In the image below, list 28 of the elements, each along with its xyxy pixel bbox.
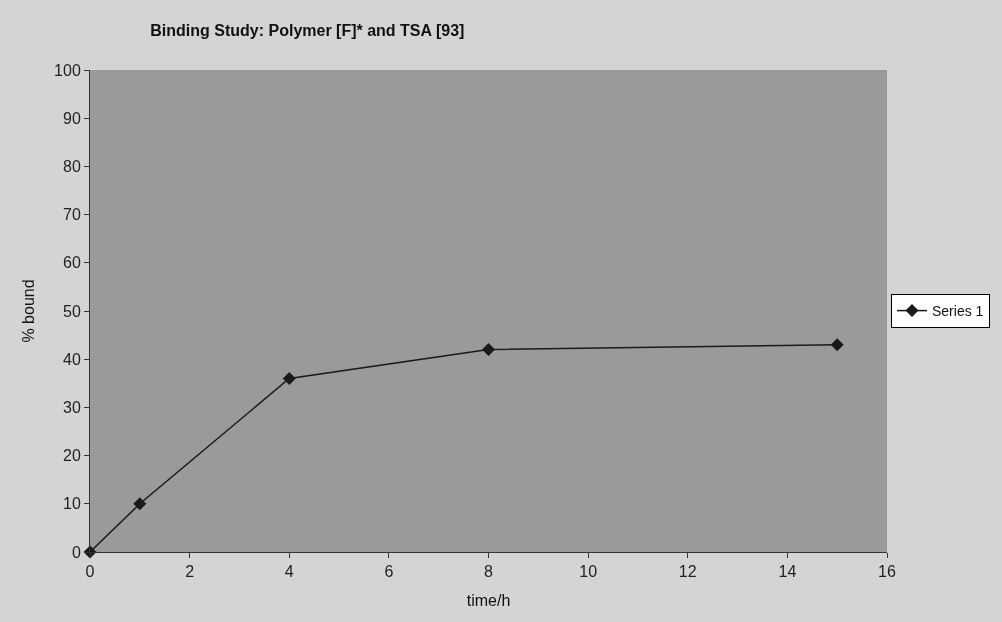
point [282,371,296,385]
y-tick-label: 20 [63,447,81,465]
y-tick-label: 80 [63,158,81,175]
x-tick-label: 12 [678,563,697,581]
x-tick-label: 2 [185,563,195,581]
point [830,338,844,352]
y-axis-title: % bound [20,279,37,343]
x-tick-label: 16 [878,563,896,581]
y-tick-label: 40 [63,350,81,368]
y-tick-label: 30 [63,399,81,416]
y-tick-label: 100 [54,61,81,79]
point [133,497,147,511]
chart-title: Binding Study: Polymer [F]* and TSA [93] [150,22,465,40]
y-tick-label: 10 [63,495,81,513]
x-tick-label: 10 [579,563,598,581]
y-tick-label: 90 [63,109,81,127]
x-tick-label: 8 [484,563,494,581]
point [482,343,495,357]
x-tick-label: 0 [85,563,95,581]
x-tick-label: 4 [284,563,294,581]
legend-label: Series 1 [931,303,984,320]
y-tick-label: 70 [63,206,81,224]
x-axis-title: time/h [466,591,511,609]
x-tick-label: 6 [384,563,394,581]
x-tick-label: 14 [778,563,797,581]
y-tick-label: 0 [71,543,81,561]
y-tick-label: 50 [63,302,81,320]
y-tick-label: 60 [63,254,81,272]
